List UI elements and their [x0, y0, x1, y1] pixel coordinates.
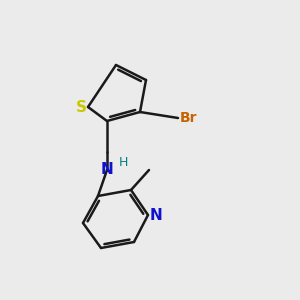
- Text: S: S: [76, 100, 86, 116]
- Text: N: N: [100, 163, 113, 178]
- Text: N: N: [150, 208, 162, 223]
- Text: Br: Br: [180, 111, 197, 125]
- Text: H: H: [118, 155, 128, 169]
